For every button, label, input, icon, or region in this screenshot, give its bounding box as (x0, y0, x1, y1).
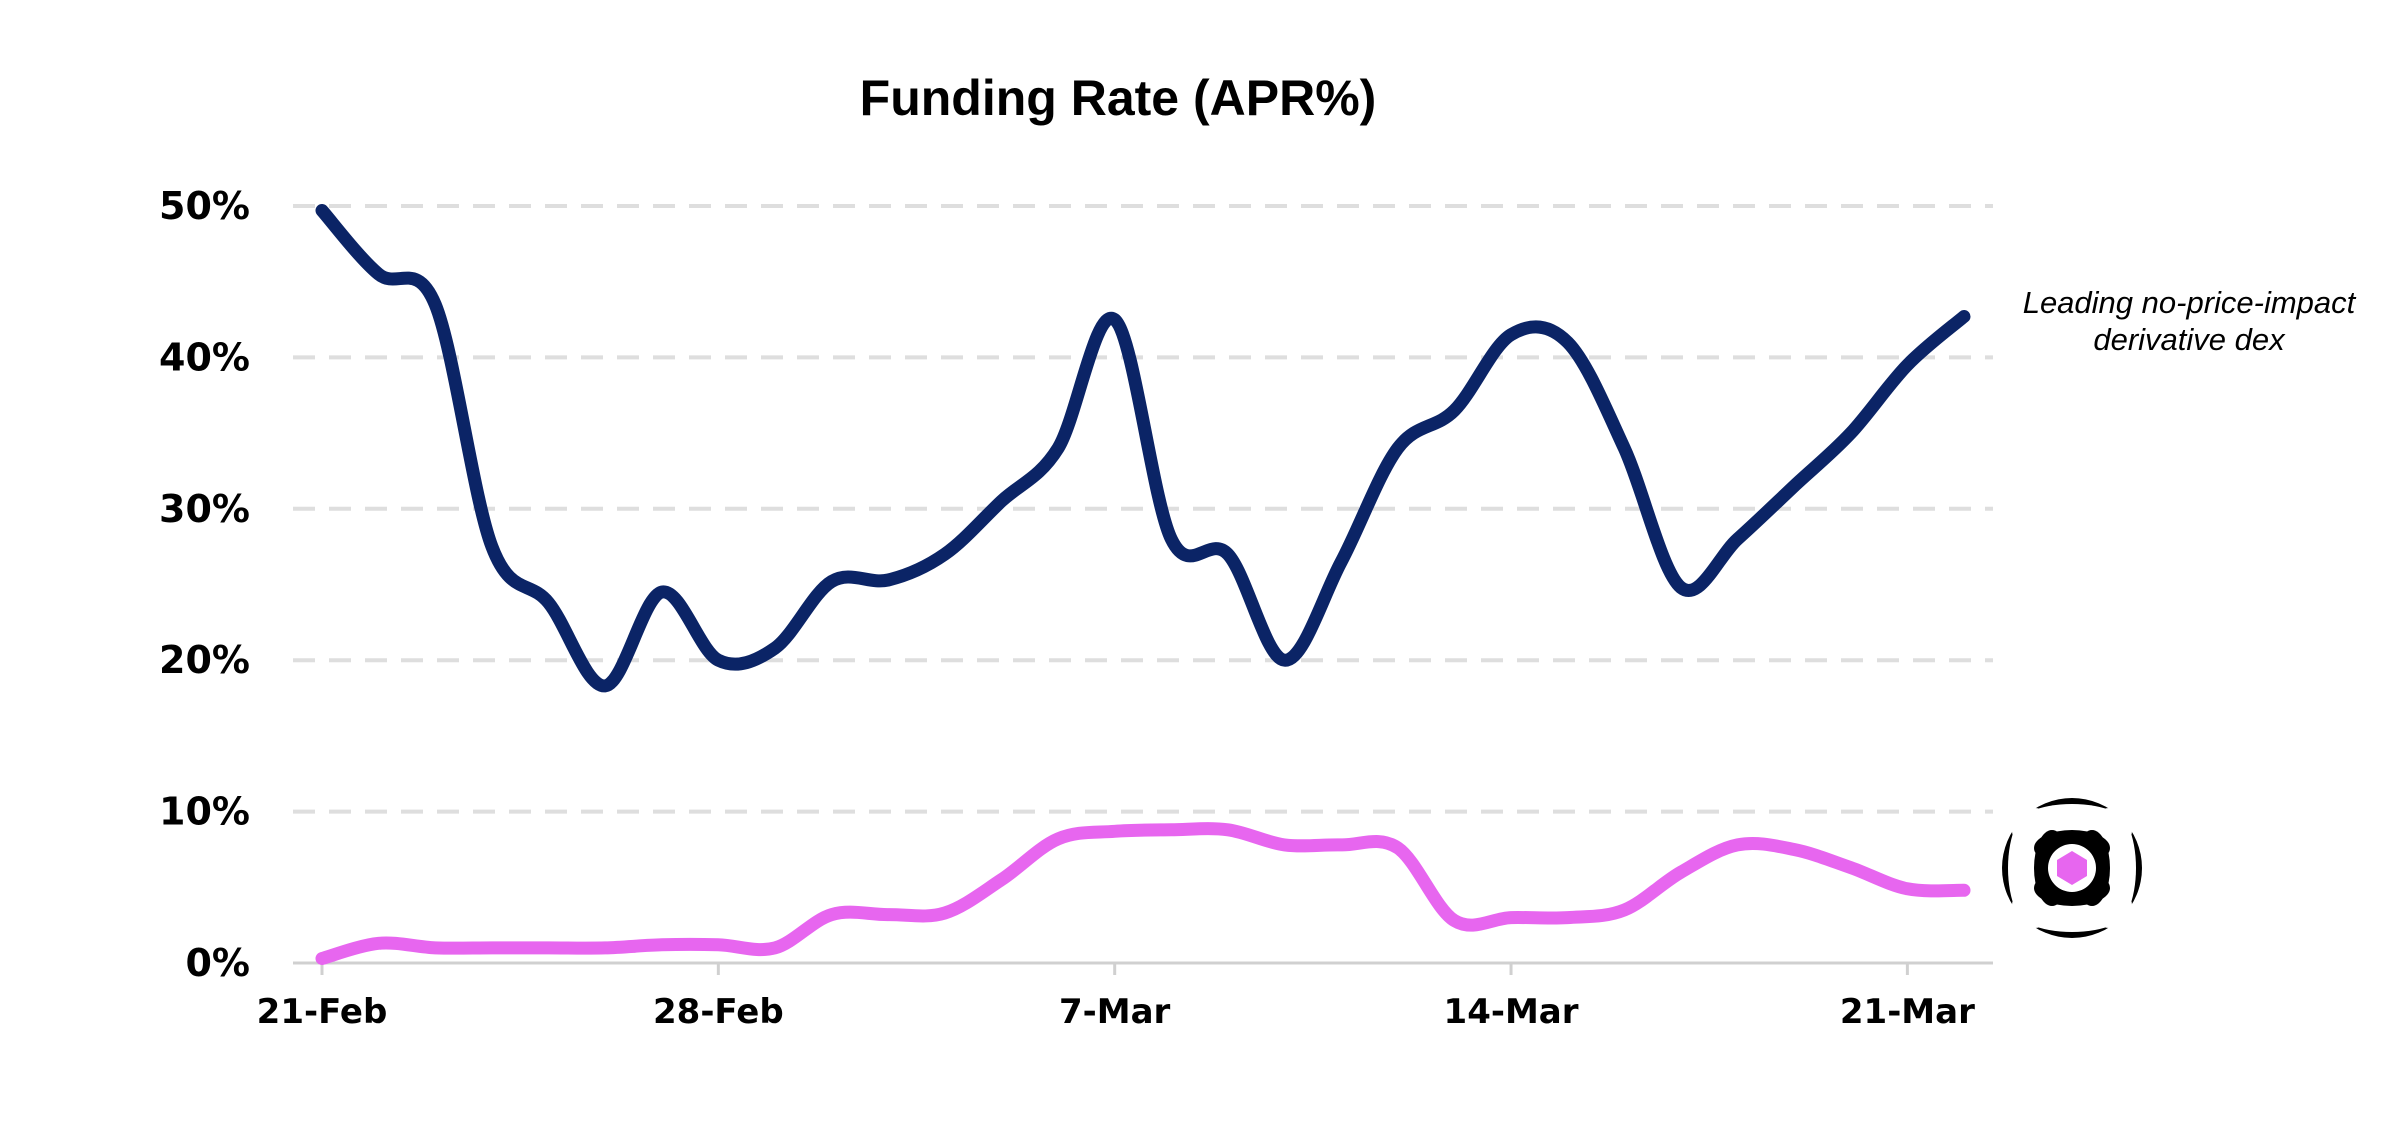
y-tick-label: 0% (185, 941, 250, 985)
y-tick-label: 10% (159, 790, 250, 834)
protocol-logo-icon (2002, 798, 2142, 938)
x-tick-label: 28-Feb (653, 992, 784, 1032)
y-tick-label: 50% (159, 184, 250, 228)
y-axis-ticks: 0% 10% 20% 30% 40% 50% (159, 184, 250, 985)
series-label-dex-line1: Leading no-price-impact (2023, 285, 2357, 320)
chart-title: Funding Rate (APR%) (860, 70, 1377, 126)
y-tick-label: 40% (159, 335, 250, 379)
y-tick-label: 20% (159, 638, 250, 682)
gridlines (293, 204, 1993, 814)
x-tick-label: 21-Feb (257, 992, 388, 1032)
series-line-dex (315, 204, 1971, 693)
series-label-dex: Leading no-price-impact derivative dex (2023, 285, 2357, 357)
x-tick-label: 14-Mar (1444, 992, 1579, 1032)
x-tick-label: 7-Mar (1059, 992, 1171, 1032)
y-tick-label: 30% (159, 487, 250, 531)
x-tick-label: 21-Mar (1840, 992, 1975, 1032)
series-line-protocol (315, 822, 1971, 965)
x-axis-ticks: 21-Feb 28-Feb 7-Mar 14-Mar 21-Mar (257, 963, 1975, 1032)
series-lines (315, 204, 1971, 965)
series-label-dex-line2: derivative dex (2093, 322, 2286, 357)
